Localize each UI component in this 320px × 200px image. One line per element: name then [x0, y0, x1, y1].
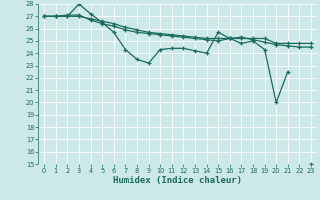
- X-axis label: Humidex (Indice chaleur): Humidex (Indice chaleur): [113, 176, 242, 185]
